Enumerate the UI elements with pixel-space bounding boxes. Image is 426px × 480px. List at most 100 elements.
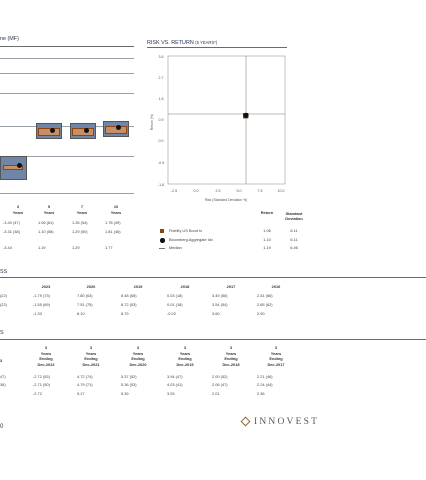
rolling-cell: 5.39 <box>121 391 129 396</box>
calendar-lead: (22) <box>0 293 7 298</box>
calendar-cell: -1.79 (73) <box>33 293 50 298</box>
rolling-lead-header: 3 <box>0 358 3 363</box>
calendar-cell: -1.55 (69) <box>33 302 50 307</box>
left-val-r0c2: 1.26 (54) <box>72 220 88 225</box>
rolling-lead: 38) <box>0 382 6 387</box>
rolling-header-0: 3 Years Ending Dec-2022 <box>37 345 55 367</box>
legend-header-return: Return <box>260 210 274 215</box>
rolling-cell: 2.24 (44) <box>257 382 273 387</box>
calendar-year-header: 2016 <box>271 284 281 289</box>
period-num-3: 3 <box>16 204 20 209</box>
calendar-section-title: SS <box>0 269 8 275</box>
rolling-cell: 2.21 (46) <box>257 374 273 379</box>
left-val-r1c0: -3.31 (38) <box>3 229 20 234</box>
rolling-header-3: 3 Years Ending Dec-2019 <box>176 345 194 367</box>
rolling-cell: 5.37 (52) <box>121 374 137 379</box>
grid-line <box>0 93 134 94</box>
calendar-cell: -1.33 <box>33 311 42 316</box>
plot-frame <box>167 55 286 185</box>
calendar-cell: 8.48 (65) <box>121 293 137 298</box>
legend-header-std: Standard Deviation <box>285 211 303 222</box>
x-tick: -2.5 <box>171 189 177 193</box>
period-unit-10: Years <box>110 210 122 215</box>
legend-circle-icon <box>160 238 165 243</box>
x-axis-label: Risk (Standard Deviation %) <box>205 198 248 202</box>
rolling-cell: -2.72 <box>33 391 42 396</box>
period-unit-5: Years <box>43 210 55 215</box>
rolling-cell: 2.36 <box>257 391 265 396</box>
calendar-cell: 2.65 (62) <box>257 302 273 307</box>
calendar-cell: 7.51 (75) <box>77 302 93 307</box>
x-tick: 7.5 <box>258 189 263 193</box>
left-val-r2c1: 1.19 <box>38 245 46 250</box>
benchmark-point <box>243 112 249 118</box>
fund-marker-3yr <box>3 165 23 170</box>
left-val-r2c2: 1.29 <box>72 245 80 250</box>
x-tick: 5.0 <box>237 189 242 193</box>
fund-marker-7yr <box>72 128 94 136</box>
calendar-cell: 7.80 (63) <box>77 293 93 298</box>
period-unit-3: Years <box>12 210 24 215</box>
left-val-r0c1: 1.06 (61) <box>38 220 54 225</box>
period-num-5: 5 <box>47 204 51 209</box>
legend-square-icon <box>160 229 164 233</box>
left-chart-title: ne (MF) <box>0 36 19 42</box>
rolling-header-1: 3 Years Ending Dec-2021 <box>82 345 100 367</box>
rolling-cell: -2.72 (53) <box>33 374 50 379</box>
benchmark-marker-3yr <box>17 163 22 168</box>
innovest-logo-icon <box>240 416 251 427</box>
rolling-lead: 47) <box>0 374 6 379</box>
calendar-year-header: 2020 <box>86 284 96 289</box>
grid-line <box>0 193 134 194</box>
y-tick: 1.8 <box>159 97 164 101</box>
y-tick: -1.8 <box>158 183 164 187</box>
brand-logo: INNOVEST <box>254 417 320 427</box>
legend-return-median: 1.19 <box>263 245 271 250</box>
risk-return-title: RISK VS. RETURN (5 YEARS*) <box>147 40 218 46</box>
rolling-title-rule <box>0 339 426 340</box>
benchmark-marker-7yr <box>84 128 89 133</box>
x-tick: 10.0 <box>278 189 285 193</box>
y-axis-label: Return (%) <box>150 114 154 130</box>
y-tick: 3.6 <box>159 55 164 59</box>
legend-name-median: Median <box>169 245 182 250</box>
calendar-cell: 3.49 (56) <box>212 293 228 298</box>
rolling-cell: 4.03 (41) <box>167 382 183 387</box>
rolling-cell: 5.36 (53) <box>121 382 137 387</box>
legend-std-benchmark: 6.11 <box>290 237 298 242</box>
legend-name-benchmark: Bloomberg Aggregate Idx <box>169 237 213 242</box>
legend-name-fund: Fidelity US Bond Ix <box>169 228 203 233</box>
period-num-7: 7 <box>80 204 84 209</box>
y-tick: -0.9 <box>158 161 164 165</box>
benchmark-marker-10yr <box>116 125 121 130</box>
y-tick: 0.0 <box>159 139 164 143</box>
grid-line <box>0 73 134 74</box>
rolling-section-title: S <box>0 330 4 336</box>
rolling-cell: 5.17 <box>77 391 85 396</box>
benchmark-marker-5yr <box>50 128 55 133</box>
y-tick: 0.9 <box>159 118 164 122</box>
rolling-cell: 4.72 (74) <box>77 374 93 379</box>
rolling-cell: 2.01 <box>212 391 220 396</box>
period-num-10: 10 <box>113 204 119 209</box>
left-val-r1c3: 1.81 (46) <box>105 229 121 234</box>
risk-return-scatter: 3.6 2.7 1.8 0.9 0.0 -0.9 -1.8 Return (%)… <box>150 55 286 202</box>
period-unit-7: Years <box>76 210 88 215</box>
grid-line <box>0 156 134 157</box>
calendar-year-header: 2017 <box>226 284 236 289</box>
calendar-title-rule <box>0 277 426 278</box>
legend-return-fund: 1.06 <box>263 228 271 233</box>
left-val-r1c1: 1.10 (58) <box>38 229 54 234</box>
fund-marker-5yr <box>38 128 60 136</box>
left-chart-plot <box>0 53 134 198</box>
grid-line <box>0 126 134 127</box>
calendar-year-header: 2019 <box>133 284 143 289</box>
left-val-r0c0: -3.40 (47) <box>3 220 20 225</box>
rolling-cell: 4.79 (71) <box>77 382 93 387</box>
legend-return-benchmark: 1.10 <box>263 237 271 242</box>
rolling-cell: 2.00 (52) <box>212 374 228 379</box>
x-tick: 0.0 <box>194 189 199 193</box>
y-tick: 2.7 <box>159 76 164 80</box>
rolling-cell: -2.71 (50) <box>33 382 50 387</box>
grid-line <box>0 58 134 59</box>
